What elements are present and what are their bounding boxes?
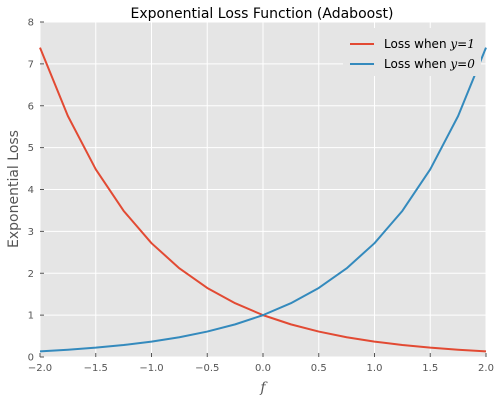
y-tick-label: 7	[28, 59, 34, 70]
x-tick-label: 1.0	[367, 363, 383, 374]
chart-title: Exponential Loss Function (Adaboost)	[131, 6, 394, 22]
y-tick-label: 8	[28, 18, 34, 29]
legend-label-0: Loss when y=1	[384, 37, 475, 51]
legend-label-1: Loss when y=0	[384, 57, 475, 71]
legend-label-math: y=0	[449, 57, 475, 71]
x-tick-label: −1.5	[84, 363, 108, 374]
legend-label-prefix: Loss when	[384, 57, 450, 71]
x-tick-label: 0.5	[311, 363, 327, 374]
x-tick-label: 2.0	[478, 363, 494, 374]
y-tick-label: 6	[28, 101, 34, 112]
y-tick-label: 5	[28, 143, 34, 154]
y-tick-label: 4	[28, 185, 34, 196]
y-tick-label: 3	[28, 227, 34, 238]
y-tick-label: 1	[28, 311, 34, 322]
y-tick-label: 2	[28, 269, 34, 280]
legend-label-prefix: Loss when	[384, 37, 450, 51]
axis-ticks: −2.0 −1.5 −1.0 −0.5 0.0 0.5 1.0 1.5 2.0 0 1 2 3 4 5 6 7 8	[28, 18, 494, 375]
legend-box	[343, 28, 481, 76]
series-line-1	[39, 47, 487, 353]
x-tick-label: −0.5	[195, 363, 219, 374]
legend-label-math: y=1	[449, 37, 474, 51]
x-tick-label: 1.5	[422, 363, 438, 374]
x-tick-label: −1.0	[139, 363, 163, 374]
series-lines	[39, 47, 487, 353]
x-axis-label: f	[259, 380, 268, 396]
x-tick-label: −2.0	[28, 363, 52, 374]
y-tick-label: 0	[28, 353, 34, 364]
x-tick-label: 0.0	[255, 363, 271, 374]
y-axis-label: Exponential Loss	[6, 130, 22, 248]
